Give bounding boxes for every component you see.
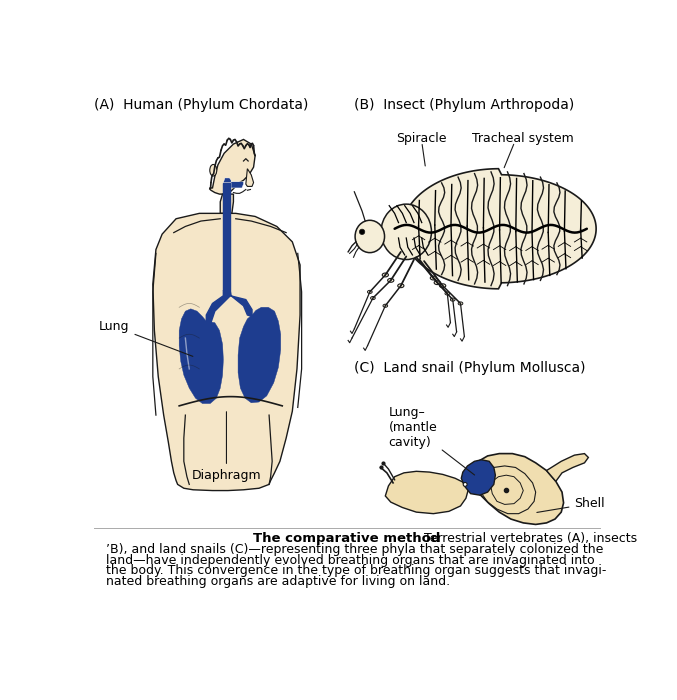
Polygon shape bbox=[206, 290, 230, 323]
Text: Diaphragm: Diaphragm bbox=[192, 412, 261, 482]
Ellipse shape bbox=[359, 229, 365, 234]
Polygon shape bbox=[464, 454, 563, 524]
Text: Lung–
(mantle
cavity): Lung– (mantle cavity) bbox=[389, 406, 475, 475]
Text: land—have independently evolved breathing organs that are invaginated into: land—have independently evolved breathin… bbox=[106, 554, 595, 567]
Ellipse shape bbox=[383, 273, 389, 277]
Text: (C)  Land snail (Phylum Mollusca): (C) Land snail (Phylum Mollusca) bbox=[354, 361, 586, 375]
Text: nated breathing organs are adaptive for living on land.: nated breathing organs are adaptive for … bbox=[106, 575, 450, 588]
Text: The comparative method: The comparative method bbox=[253, 532, 440, 545]
Polygon shape bbox=[179, 309, 223, 403]
Polygon shape bbox=[223, 178, 244, 188]
Text: Spiracle: Spiracle bbox=[397, 132, 447, 145]
Ellipse shape bbox=[434, 281, 440, 285]
Ellipse shape bbox=[463, 482, 467, 486]
Text: Tracheal system: Tracheal system bbox=[472, 132, 573, 145]
Ellipse shape bbox=[445, 292, 450, 295]
Polygon shape bbox=[246, 169, 254, 186]
Text: ’B), and land snails (C)—representing three phyla that separately colonized the: ’B), and land snails (C)—representing th… bbox=[106, 543, 604, 556]
Polygon shape bbox=[238, 307, 281, 402]
Ellipse shape bbox=[397, 284, 404, 288]
Text: Terrestrial vertebrates (A), insects: Terrestrial vertebrates (A), insects bbox=[416, 532, 638, 545]
Polygon shape bbox=[209, 139, 255, 194]
Text: the body. This convergence in the type of breathing organ suggests that invagi-: the body. This convergence in the type o… bbox=[106, 564, 607, 578]
Text: (B)  Insect (Phylum Arthropoda): (B) Insect (Phylum Arthropoda) bbox=[354, 98, 575, 112]
Polygon shape bbox=[153, 214, 300, 491]
Ellipse shape bbox=[383, 304, 388, 307]
Ellipse shape bbox=[431, 276, 437, 280]
Polygon shape bbox=[385, 471, 468, 514]
Ellipse shape bbox=[355, 220, 385, 253]
Polygon shape bbox=[223, 183, 230, 290]
Ellipse shape bbox=[368, 290, 372, 293]
Ellipse shape bbox=[370, 297, 375, 300]
Ellipse shape bbox=[210, 164, 217, 176]
Text: Lung: Lung bbox=[99, 320, 193, 356]
Ellipse shape bbox=[381, 204, 431, 260]
Polygon shape bbox=[461, 460, 496, 495]
Polygon shape bbox=[546, 454, 588, 482]
Polygon shape bbox=[220, 194, 234, 214]
Ellipse shape bbox=[458, 302, 463, 305]
Text: Shell: Shell bbox=[537, 497, 605, 512]
Polygon shape bbox=[402, 169, 596, 289]
Text: (A)  Human (Phylum Chordata): (A) Human (Phylum Chordata) bbox=[94, 98, 308, 112]
Ellipse shape bbox=[439, 284, 445, 288]
Ellipse shape bbox=[388, 279, 394, 282]
Polygon shape bbox=[223, 290, 252, 316]
Ellipse shape bbox=[450, 298, 455, 301]
